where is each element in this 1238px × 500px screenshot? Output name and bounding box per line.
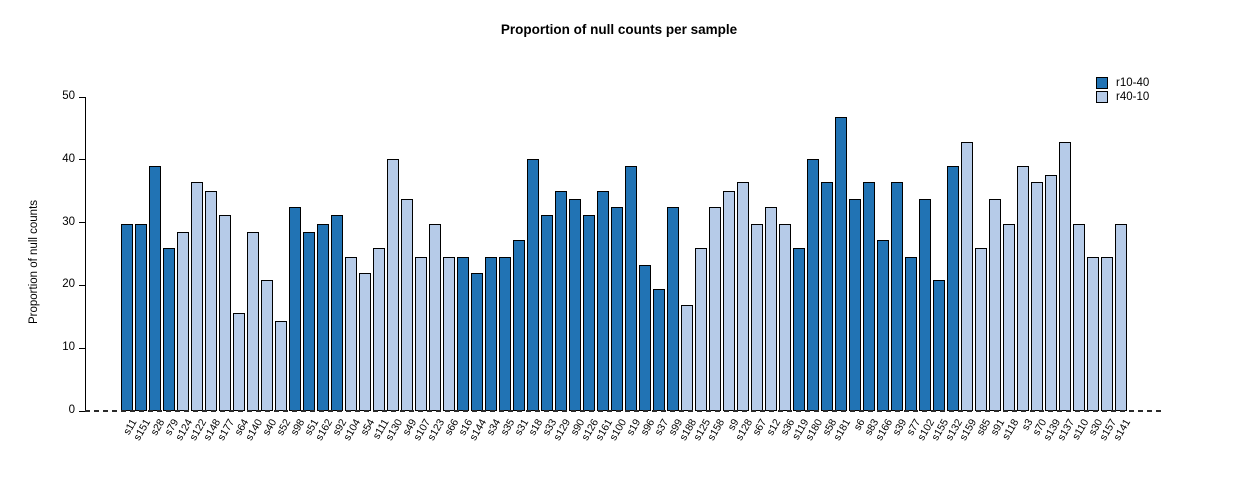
legend-swatch-r40-10 bbox=[1096, 91, 1108, 103]
bar-s177 bbox=[219, 215, 231, 411]
y-tick-label: 30 bbox=[62, 215, 75, 228]
bar-s100 bbox=[611, 206, 623, 411]
bar-s77 bbox=[905, 257, 917, 411]
bar-s35 bbox=[499, 257, 511, 411]
bar-s181 bbox=[835, 117, 847, 411]
y-tick bbox=[79, 96, 85, 98]
bar-s129 bbox=[555, 191, 567, 411]
bar-s107 bbox=[415, 257, 427, 411]
bar-s161 bbox=[597, 191, 609, 411]
bar-s98 bbox=[289, 206, 301, 411]
bar-s102 bbox=[919, 198, 931, 411]
bar-s92 bbox=[331, 215, 343, 411]
bar-s11 bbox=[121, 223, 133, 411]
bar-s85 bbox=[975, 247, 987, 411]
bar-s33 bbox=[541, 215, 553, 411]
y-tick-label: 10 bbox=[62, 341, 75, 354]
y-axis bbox=[85, 97, 86, 412]
bar-s128 bbox=[737, 182, 749, 411]
bar-s51 bbox=[303, 232, 315, 411]
legend-label: r40-10 bbox=[1116, 91, 1150, 103]
bar-s49 bbox=[401, 198, 413, 411]
bar-s130 bbox=[387, 158, 399, 411]
bar-s123 bbox=[429, 223, 441, 411]
bar-s141 bbox=[1115, 223, 1127, 411]
bar-s157 bbox=[1101, 257, 1113, 411]
bar-s151 bbox=[135, 223, 147, 411]
bar-s166 bbox=[877, 239, 889, 411]
bar-s132 bbox=[947, 166, 959, 411]
legend: r10-40 r40-10 bbox=[1096, 76, 1149, 104]
bar-s188 bbox=[681, 305, 693, 411]
bar-s12 bbox=[765, 206, 777, 411]
y-tick bbox=[79, 284, 85, 286]
bar-s58 bbox=[821, 182, 833, 411]
bar-s118 bbox=[1003, 223, 1015, 411]
y-tick bbox=[79, 222, 85, 224]
zero-baseline-dashed bbox=[85, 410, 1165, 412]
bar-s125 bbox=[695, 247, 707, 411]
bar-s137 bbox=[1059, 142, 1071, 411]
bar-s40 bbox=[261, 280, 273, 411]
bar-s28 bbox=[149, 166, 161, 411]
y-tick bbox=[79, 410, 85, 412]
bar-s37 bbox=[653, 288, 665, 411]
bar-s90 bbox=[569, 198, 581, 411]
y-tick-label: 40 bbox=[62, 152, 75, 165]
y-tick-label: 0 bbox=[68, 404, 75, 416]
bar-s140 bbox=[247, 232, 259, 411]
bar-s96 bbox=[639, 264, 651, 411]
legend-label: r10-40 bbox=[1116, 77, 1150, 89]
bar-s9 bbox=[723, 191, 735, 411]
bar-s180 bbox=[807, 158, 819, 411]
bar-s122 bbox=[191, 182, 203, 411]
bar-s159 bbox=[961, 142, 973, 411]
bar-s18 bbox=[527, 158, 539, 411]
bar-s67 bbox=[751, 223, 763, 411]
bar-s70 bbox=[1031, 182, 1043, 411]
bar-s54 bbox=[359, 272, 371, 411]
bar-s104 bbox=[345, 257, 357, 411]
bar-s30 bbox=[1087, 257, 1099, 411]
bar-s64 bbox=[233, 313, 245, 411]
y-tick bbox=[79, 347, 85, 349]
bar-s119 bbox=[793, 247, 805, 411]
bar-s79 bbox=[163, 247, 175, 411]
bar-s110 bbox=[1073, 223, 1085, 411]
legend-item: r10-40 bbox=[1096, 76, 1149, 90]
bar-s91 bbox=[989, 198, 1001, 411]
y-tick bbox=[79, 159, 85, 161]
bar-s126 bbox=[583, 215, 595, 411]
bar-s34 bbox=[485, 257, 497, 411]
bar-s16 bbox=[457, 257, 469, 411]
y-tick-label: 20 bbox=[62, 278, 75, 291]
bar-s52 bbox=[275, 321, 287, 411]
bar-s83 bbox=[863, 182, 875, 411]
bar-s139 bbox=[1045, 174, 1057, 411]
bar-s36 bbox=[779, 223, 791, 411]
bar-s155 bbox=[933, 280, 945, 411]
bar-s3 bbox=[1017, 166, 1029, 411]
legend-swatch-r10-40 bbox=[1096, 77, 1108, 89]
bar-s66 bbox=[443, 257, 455, 411]
bar-s148 bbox=[205, 191, 217, 411]
bar-s99 bbox=[667, 206, 679, 411]
bar-s162 bbox=[317, 223, 329, 411]
bar-s6 bbox=[849, 198, 861, 411]
bar-s31 bbox=[513, 239, 525, 411]
bar-s124 bbox=[177, 232, 189, 411]
legend-item: r40-10 bbox=[1096, 90, 1149, 104]
bar-s39 bbox=[891, 182, 903, 411]
bar-s19 bbox=[625, 166, 637, 411]
chart-title: Proportion of null counts per sample bbox=[500, 22, 738, 37]
y-tick-label: 50 bbox=[62, 90, 75, 102]
bar-s144 bbox=[471, 272, 483, 411]
bar-s111 bbox=[373, 247, 385, 411]
bar-s158 bbox=[709, 206, 721, 411]
